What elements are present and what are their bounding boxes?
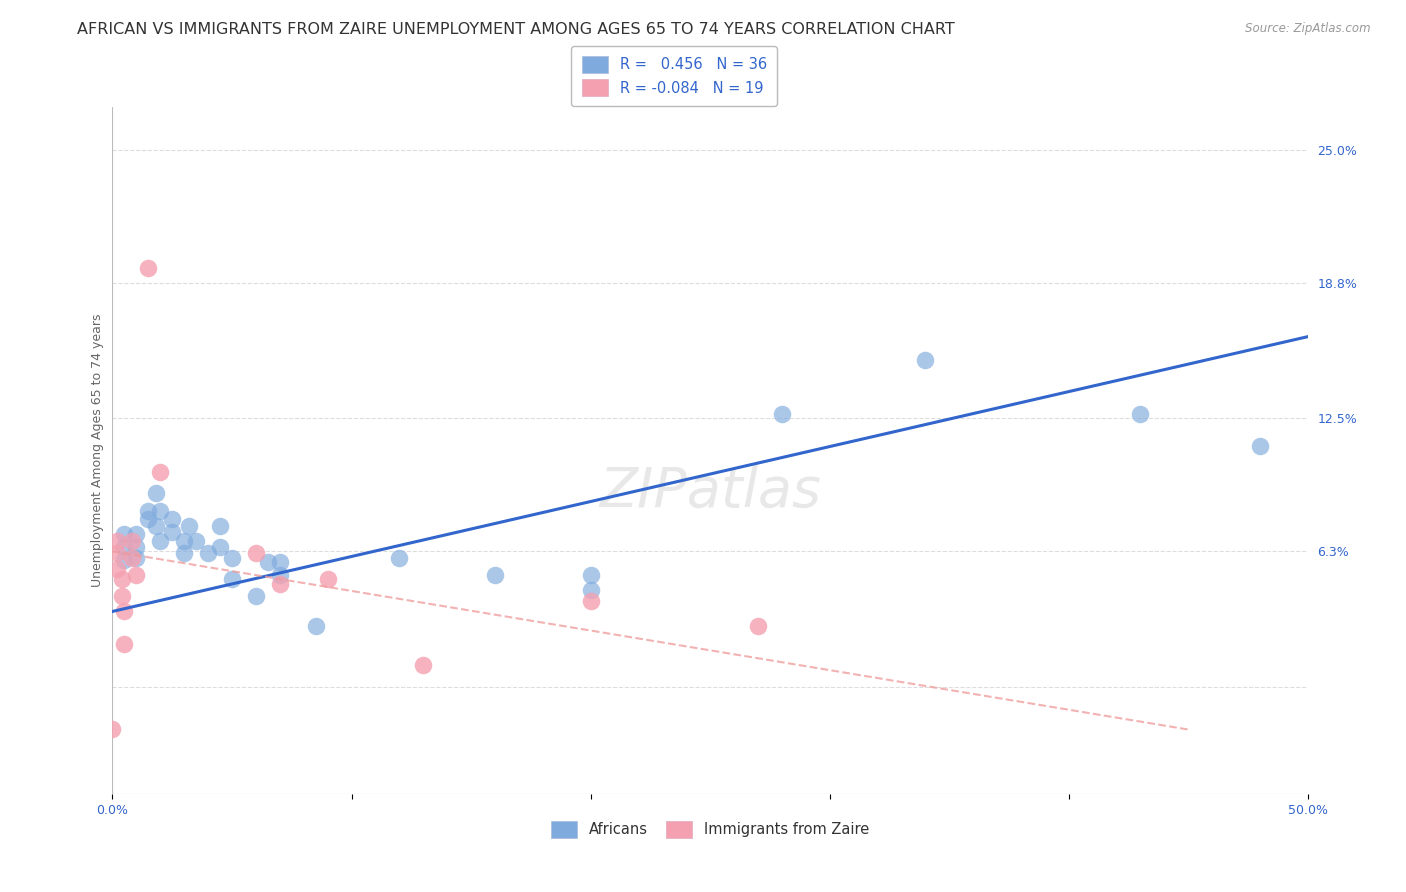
Point xyxy=(197,546,219,561)
Point xyxy=(121,550,143,565)
Point xyxy=(114,553,135,567)
Point xyxy=(257,555,280,569)
Point xyxy=(209,540,232,554)
Text: AFRICAN VS IMMIGRANTS FROM ZAIRE UNEMPLOYMENT AMONG AGES 65 TO 74 YEARS CORRELAT: AFRICAN VS IMMIGRANTS FROM ZAIRE UNEMPLO… xyxy=(77,22,955,37)
Point xyxy=(269,568,291,582)
Point xyxy=(105,561,128,575)
Point xyxy=(579,568,602,582)
Point xyxy=(125,527,148,541)
Point xyxy=(145,518,167,533)
Point xyxy=(121,533,143,548)
Point xyxy=(177,518,200,533)
Point xyxy=(914,353,936,368)
Legend: Africans, Immigrants from Zaire: Africans, Immigrants from Zaire xyxy=(544,814,876,845)
Point xyxy=(149,503,172,517)
Point xyxy=(125,550,148,565)
Point xyxy=(145,486,167,500)
Point xyxy=(579,593,602,607)
Y-axis label: Unemployment Among Ages 65 to 74 years: Unemployment Among Ages 65 to 74 years xyxy=(91,314,104,587)
Point xyxy=(105,533,128,548)
Point xyxy=(412,658,434,673)
Point xyxy=(114,604,135,618)
Point xyxy=(138,260,160,275)
Point xyxy=(149,465,172,479)
Point xyxy=(1249,439,1271,453)
Point xyxy=(138,512,160,526)
Point xyxy=(245,590,267,604)
Point xyxy=(101,723,124,737)
Point xyxy=(1129,407,1152,421)
Point xyxy=(111,590,134,604)
Point xyxy=(114,527,135,541)
Point xyxy=(173,533,195,548)
Point xyxy=(125,568,148,582)
Point xyxy=(114,540,135,554)
Point xyxy=(138,503,160,517)
Point xyxy=(221,572,243,586)
Point xyxy=(111,572,134,586)
Point xyxy=(747,619,769,633)
Point xyxy=(162,524,183,539)
Point xyxy=(186,533,208,548)
Point xyxy=(173,546,195,561)
Point xyxy=(149,533,172,548)
Point xyxy=(221,550,243,565)
Point xyxy=(316,572,339,586)
Point xyxy=(305,619,328,633)
Point xyxy=(114,637,135,651)
Text: Source: ZipAtlas.com: Source: ZipAtlas.com xyxy=(1246,22,1371,36)
Point xyxy=(770,407,793,421)
Point xyxy=(105,546,128,561)
Point xyxy=(269,555,291,569)
Point xyxy=(269,576,291,591)
Point xyxy=(209,518,232,533)
Point xyxy=(245,546,267,561)
Point xyxy=(125,540,148,554)
Point xyxy=(162,512,183,526)
Text: ZIPatlas: ZIPatlas xyxy=(599,465,821,518)
Point xyxy=(579,582,602,597)
Point xyxy=(484,568,506,582)
Point xyxy=(388,550,411,565)
